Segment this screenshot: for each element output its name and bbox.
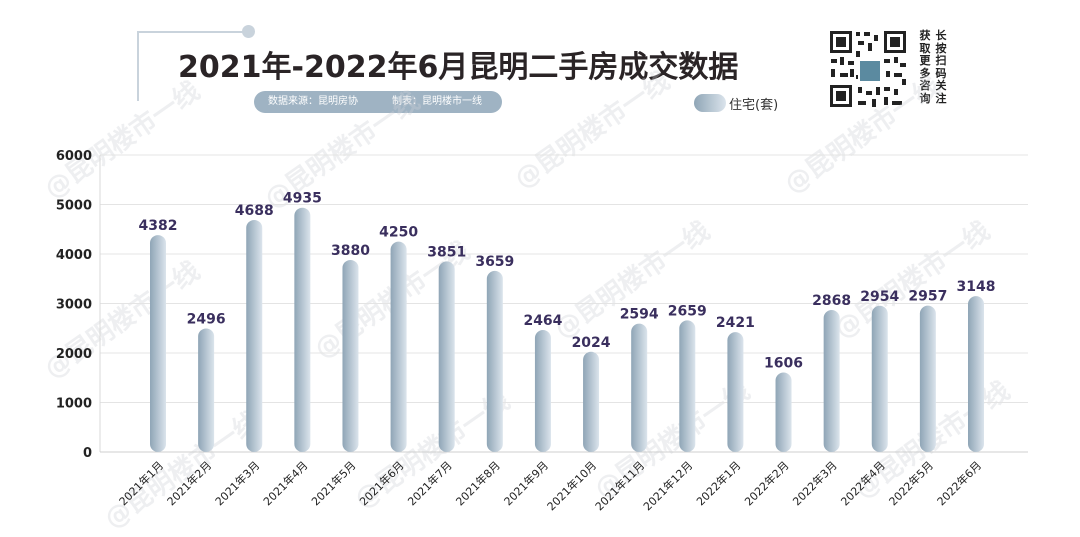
y-tick-label: 3000 <box>56 298 92 313</box>
y-tick-label: 0 <box>83 446 92 461</box>
chart-maker: 制表：昆明楼市一线 <box>392 96 482 107</box>
x-tick-label: 2022年4月 <box>838 458 888 508</box>
data-label: 3880 <box>331 243 370 259</box>
legend-swatch <box>694 94 726 112</box>
data-label: 2868 <box>812 293 851 309</box>
data-label: 3851 <box>427 244 466 260</box>
data-label: 1606 <box>764 356 803 372</box>
x-tick-label: 2021年5月 <box>308 458 358 508</box>
x-tick-label: 2021年7月 <box>405 458 455 508</box>
x-tick-label: 2021年6月 <box>357 458 407 508</box>
data-label: 3148 <box>957 279 996 295</box>
data-label: 2659 <box>668 303 707 319</box>
title-frame-top <box>137 31 247 33</box>
bar <box>631 323 648 452</box>
qr-side-text-2: 获取更多咨询 <box>919 29 931 105</box>
title-frame-left <box>137 31 139 101</box>
bar <box>438 261 455 452</box>
data-label: 4250 <box>379 225 418 241</box>
y-tick-label: 6000 <box>56 149 92 164</box>
x-tick-label: 2021年9月 <box>501 458 551 508</box>
x-tick-label: 2021年3月 <box>212 458 262 508</box>
x-tick-label: 2021年12月 <box>640 458 695 513</box>
x-tick-label: 2021年1月 <box>116 458 166 508</box>
x-tick-label: 2022年3月 <box>790 458 840 508</box>
bar <box>727 332 744 452</box>
bar <box>823 310 840 452</box>
bar <box>198 328 215 452</box>
x-tick-label: 2021年8月 <box>453 458 503 508</box>
source-pill: 数据来源：昆明房协 制表：昆明楼市一线 <box>254 91 502 113</box>
bar <box>919 305 936 452</box>
x-tick-label: 2022年5月 <box>886 458 936 508</box>
y-tick-label: 5000 <box>56 199 92 214</box>
data-label: 4688 <box>235 203 274 219</box>
data-label: 2954 <box>860 289 899 305</box>
bar <box>342 259 359 452</box>
legend-label: 住宅(套) <box>729 98 779 113</box>
y-tick-label: 1000 <box>56 397 92 412</box>
data-label: 2957 <box>908 289 947 305</box>
bar <box>679 320 696 452</box>
data-label: 2464 <box>523 313 562 329</box>
bar <box>294 207 311 452</box>
data-label: 4935 <box>283 191 322 207</box>
bar <box>150 235 166 452</box>
x-tick-label: 2021年2月 <box>164 458 214 508</box>
data-label: 3659 <box>475 254 514 270</box>
data-source: 数据来源：昆明房协 <box>268 96 358 107</box>
data-label: 4382 <box>139 218 178 234</box>
qr-side-text-1: 长按扫码关注 <box>935 29 947 105</box>
bar <box>871 305 888 452</box>
x-tick-label: 2022年2月 <box>741 458 791 508</box>
bar <box>390 241 407 452</box>
bar <box>246 219 263 452</box>
bar <box>583 351 600 452</box>
bar <box>534 330 551 452</box>
x-tick-label: 2022年6月 <box>934 458 984 508</box>
data-label: 2421 <box>716 315 755 331</box>
x-tick-label: 2021年11月 <box>592 458 647 513</box>
x-tick-label: 2022年1月 <box>693 458 743 508</box>
y-tick-label: 2000 <box>56 347 92 362</box>
page-title: 2021年-2022年6月昆明二手房成交数据 <box>178 50 739 85</box>
x-tick-label: 2021年10月 <box>544 458 599 513</box>
bar <box>968 296 984 452</box>
title-frame-dot <box>242 25 255 38</box>
bar <box>486 270 503 452</box>
qr-logo <box>858 59 882 83</box>
bar <box>775 372 792 452</box>
x-tick-label: 2021年4月 <box>260 458 310 508</box>
y-tick-label: 4000 <box>56 248 92 263</box>
data-label: 2496 <box>187 311 226 327</box>
data-label: 2024 <box>572 335 611 351</box>
data-label: 2594 <box>620 307 659 323</box>
